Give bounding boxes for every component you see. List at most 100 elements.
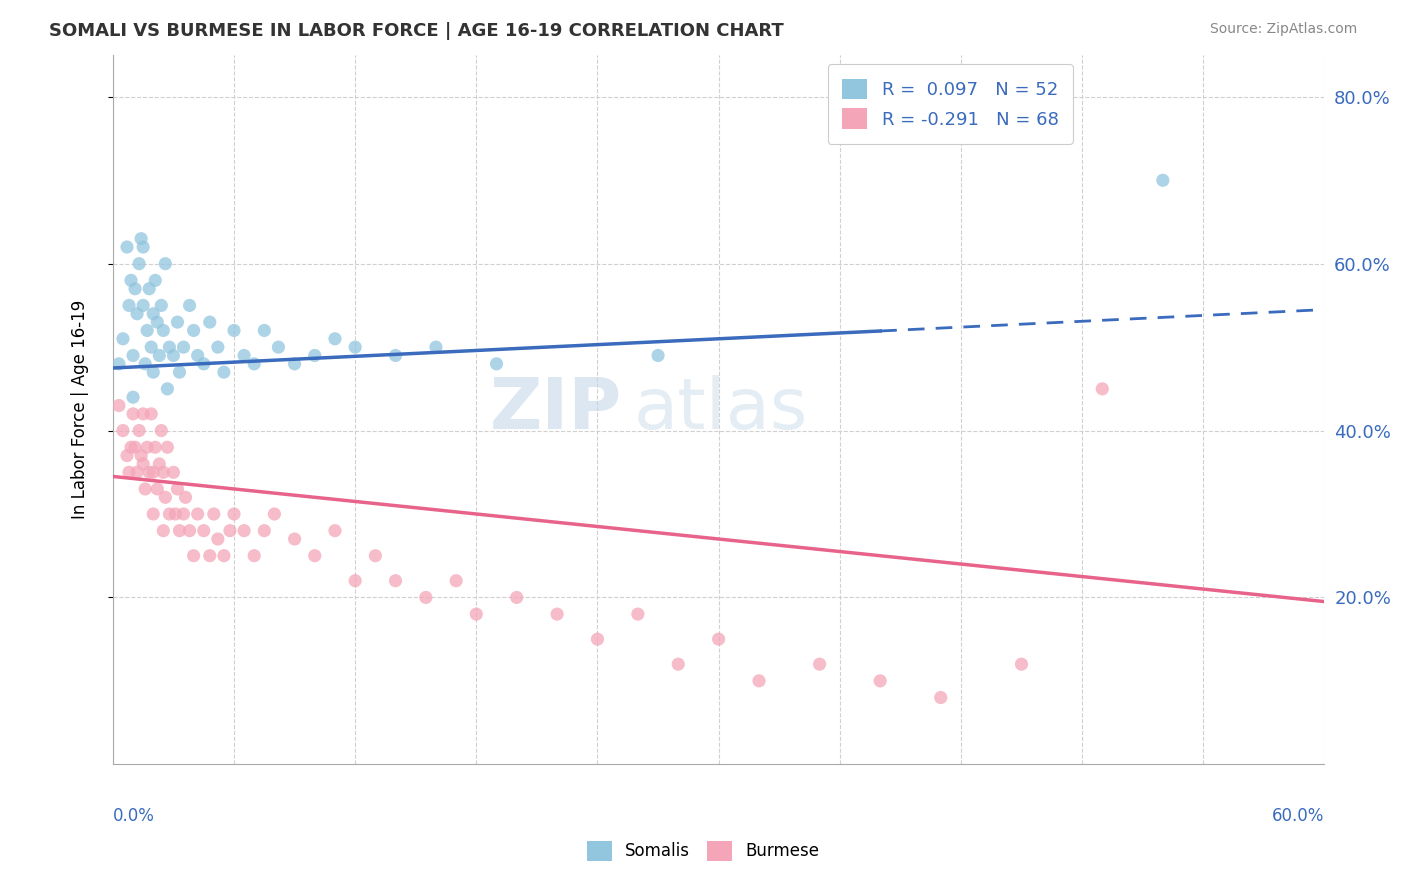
Point xyxy=(344,574,367,588)
Point xyxy=(627,607,650,621)
Text: SOMALI VS BURMESE IN LABOR FORCE | AGE 16-19 CORRELATION CHART: SOMALI VS BURMESE IN LABOR FORCE | AGE 1… xyxy=(49,22,785,40)
Point xyxy=(219,524,242,538)
Point xyxy=(323,332,346,346)
Point xyxy=(157,507,180,521)
Point xyxy=(243,357,266,371)
Point xyxy=(212,549,235,563)
Point xyxy=(125,465,148,479)
Point xyxy=(207,340,229,354)
Point xyxy=(146,315,169,329)
Point xyxy=(323,524,346,538)
Point xyxy=(134,357,156,371)
Point xyxy=(132,457,155,471)
Point xyxy=(1091,382,1114,396)
Point xyxy=(122,349,145,363)
Point xyxy=(122,390,145,404)
Point xyxy=(155,257,177,271)
Point xyxy=(253,323,276,337)
Point xyxy=(485,357,508,371)
Point xyxy=(142,365,165,379)
Point xyxy=(142,307,165,321)
Point xyxy=(183,549,205,563)
Point xyxy=(141,407,163,421)
Point xyxy=(128,257,150,271)
Point xyxy=(152,465,174,479)
Point xyxy=(198,549,221,563)
Point xyxy=(141,340,163,354)
Point xyxy=(134,482,156,496)
Point xyxy=(120,440,142,454)
Point xyxy=(505,591,527,605)
Point xyxy=(156,382,179,396)
Point xyxy=(284,532,307,546)
Point xyxy=(165,507,187,521)
Point xyxy=(152,524,174,538)
Text: ZIP: ZIP xyxy=(489,376,621,444)
Point xyxy=(212,365,235,379)
Point xyxy=(384,574,406,588)
Point xyxy=(179,524,201,538)
Point xyxy=(586,632,609,647)
Text: Source: ZipAtlas.com: Source: ZipAtlas.com xyxy=(1209,22,1357,37)
Point xyxy=(707,632,730,647)
Point xyxy=(125,307,148,321)
Point xyxy=(384,349,406,363)
Point xyxy=(124,440,146,454)
Point xyxy=(150,298,173,312)
Point xyxy=(166,315,188,329)
Point xyxy=(202,507,225,521)
Point xyxy=(304,349,326,363)
Point xyxy=(169,524,191,538)
Point xyxy=(136,323,159,337)
Text: 60.0%: 60.0% xyxy=(1272,807,1324,825)
Point xyxy=(148,349,170,363)
Point xyxy=(150,424,173,438)
Point xyxy=(118,298,141,312)
Point xyxy=(222,507,245,521)
Point xyxy=(344,340,367,354)
Point xyxy=(1011,657,1033,672)
Point xyxy=(198,315,221,329)
Point xyxy=(647,349,669,363)
Point xyxy=(187,507,209,521)
Point xyxy=(132,407,155,421)
Point xyxy=(364,549,387,563)
Point xyxy=(222,323,245,337)
Legend: Somalis, Burmese: Somalis, Burmese xyxy=(581,834,825,868)
Point xyxy=(444,574,467,588)
Point xyxy=(108,399,131,413)
Y-axis label: In Labor Force | Age 16-19: In Labor Force | Age 16-19 xyxy=(72,300,89,519)
Point xyxy=(263,507,285,521)
Point xyxy=(143,440,166,454)
Point xyxy=(173,507,195,521)
Point xyxy=(1152,173,1174,187)
Point xyxy=(111,424,134,438)
Point xyxy=(748,673,770,688)
Point xyxy=(666,657,689,672)
Point xyxy=(233,524,256,538)
Point xyxy=(152,323,174,337)
Point xyxy=(143,273,166,287)
Point xyxy=(193,524,215,538)
Point xyxy=(284,357,307,371)
Point xyxy=(156,440,179,454)
Point xyxy=(173,340,195,354)
Point xyxy=(132,298,155,312)
Point xyxy=(183,323,205,337)
Point xyxy=(546,607,568,621)
Point xyxy=(118,465,141,479)
Point xyxy=(115,240,138,254)
Point xyxy=(869,673,891,688)
Point xyxy=(415,591,437,605)
Point xyxy=(233,349,256,363)
Text: atlas: atlas xyxy=(634,376,808,444)
Point xyxy=(808,657,831,672)
Point xyxy=(128,424,150,438)
Point xyxy=(148,457,170,471)
Point xyxy=(138,282,160,296)
Point xyxy=(155,491,177,505)
Point xyxy=(179,298,201,312)
Point xyxy=(129,449,152,463)
Point xyxy=(146,482,169,496)
Point xyxy=(187,349,209,363)
